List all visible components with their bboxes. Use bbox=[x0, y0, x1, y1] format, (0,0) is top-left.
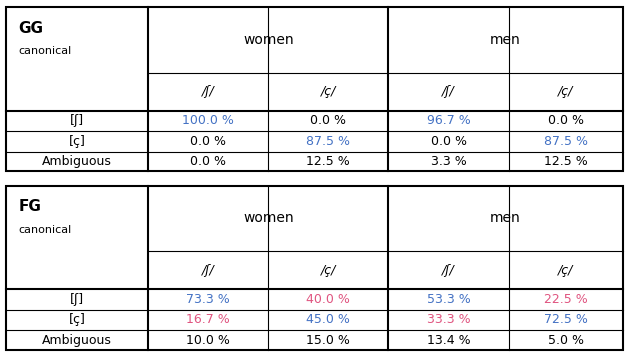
Text: 5.0 %: 5.0 % bbox=[548, 333, 584, 347]
Text: 72.5 %: 72.5 % bbox=[543, 313, 587, 326]
Text: /ç/: /ç/ bbox=[321, 85, 336, 98]
Text: 12.5 %: 12.5 % bbox=[306, 155, 350, 168]
Text: women: women bbox=[243, 33, 294, 47]
Text: men: men bbox=[490, 211, 521, 226]
Text: FG: FG bbox=[19, 200, 42, 215]
Text: canonical: canonical bbox=[19, 46, 72, 56]
Text: 16.7 %: 16.7 % bbox=[186, 313, 230, 326]
Text: canonical: canonical bbox=[19, 225, 72, 235]
Text: Ambiguous: Ambiguous bbox=[42, 155, 112, 168]
Text: 13.4 %: 13.4 % bbox=[426, 333, 470, 347]
Text: 0.0 %: 0.0 % bbox=[548, 114, 584, 127]
Text: 73.3 %: 73.3 % bbox=[186, 293, 230, 306]
Text: /ʃ/: /ʃ/ bbox=[442, 85, 455, 98]
Text: women: women bbox=[243, 211, 294, 226]
Text: 33.3 %: 33.3 % bbox=[426, 313, 470, 326]
Text: /ç/: /ç/ bbox=[558, 85, 574, 98]
Text: 53.3 %: 53.3 % bbox=[426, 293, 470, 306]
Text: 0.0 %: 0.0 % bbox=[190, 135, 226, 148]
Text: 87.5 %: 87.5 % bbox=[543, 135, 587, 148]
Text: 12.5 %: 12.5 % bbox=[544, 155, 587, 168]
Text: [ʃ]: [ʃ] bbox=[70, 114, 84, 127]
Text: 15.0 %: 15.0 % bbox=[306, 333, 350, 347]
Text: GG: GG bbox=[19, 21, 43, 36]
Text: /ʃ/: /ʃ/ bbox=[442, 264, 455, 277]
Text: /ç/: /ç/ bbox=[321, 264, 336, 277]
Text: 0.0 %: 0.0 % bbox=[431, 135, 467, 148]
Text: [ʃ]: [ʃ] bbox=[70, 293, 84, 306]
Text: 87.5 %: 87.5 % bbox=[306, 135, 350, 148]
Text: 0.0 %: 0.0 % bbox=[310, 114, 347, 127]
Text: 40.0 %: 40.0 % bbox=[306, 293, 350, 306]
Text: /ʃ/: /ʃ/ bbox=[202, 85, 214, 98]
Text: 10.0 %: 10.0 % bbox=[186, 333, 230, 347]
Text: 45.0 %: 45.0 % bbox=[306, 313, 350, 326]
Text: /ʃ/: /ʃ/ bbox=[202, 264, 214, 277]
Text: Ambiguous: Ambiguous bbox=[42, 333, 112, 347]
Text: 96.7 %: 96.7 % bbox=[426, 114, 470, 127]
Text: 0.0 %: 0.0 % bbox=[190, 155, 226, 168]
Text: 100.0 %: 100.0 % bbox=[182, 114, 234, 127]
Text: [ç]: [ç] bbox=[69, 313, 86, 326]
Text: 3.3 %: 3.3 % bbox=[431, 155, 467, 168]
Text: 22.5 %: 22.5 % bbox=[544, 293, 587, 306]
Text: men: men bbox=[490, 33, 521, 47]
Text: [ç]: [ç] bbox=[69, 135, 86, 148]
Text: /ç/: /ç/ bbox=[558, 264, 574, 277]
